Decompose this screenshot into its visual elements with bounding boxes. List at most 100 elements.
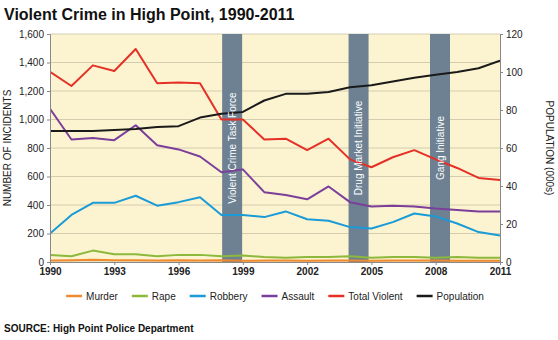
legend-label: Total Violent (348, 291, 403, 302)
tick: 1993 (104, 262, 127, 277)
tick-mark (500, 148, 503, 149)
tick: 2005 (361, 262, 384, 277)
tick-mark (500, 186, 503, 187)
legend-label: Robbery (210, 291, 248, 302)
tick-mark (371, 262, 372, 265)
source: SOURCE: High Point Police Department (4, 323, 194, 334)
y2-axis-title: POPULATION (000s) (544, 101, 555, 196)
tick: 120 (500, 29, 523, 40)
tick-mark (47, 205, 50, 206)
tick-label: 1993 (104, 266, 127, 277)
tick-mark (307, 262, 308, 265)
tick-mark (47, 34, 50, 35)
tick-label: 100 (506, 67, 523, 78)
tick: 600 (27, 171, 50, 182)
legend-label: Rape (152, 291, 176, 302)
tick: 40 (500, 181, 518, 192)
annotation-band (430, 34, 450, 262)
tick-label: 2002 (297, 266, 320, 277)
annotation-text: Gang Initiative (435, 116, 446, 180)
tick-label: 400 (27, 200, 44, 211)
legend-item: Rape (132, 291, 176, 302)
y-axis: 0 200 400 600 800 1,000 1,200 1,400 1,600 (19, 29, 51, 268)
tick-mark (179, 262, 180, 265)
series-line (50, 61, 500, 131)
tick: 1999 (232, 262, 255, 277)
tick: 80 (500, 105, 518, 116)
tick: 20 (500, 219, 518, 230)
axis-line (51, 263, 501, 266)
x-axis: 1990 1993 1996 1999 2002 2005 2008 2011 (39, 262, 511, 277)
tick-label: 1990 (39, 266, 62, 277)
legend-swatch (66, 295, 82, 298)
legend-label: Assault (282, 291, 315, 302)
tick: 400 (27, 200, 50, 211)
title: Violent Crime in High Point, 1990-2011 (4, 6, 295, 23)
tick-mark (114, 262, 115, 265)
tick: 1,600 (19, 29, 50, 40)
y-axis-title: NUMBER OF INCIDENTS (2, 89, 13, 206)
series-line (50, 49, 500, 180)
tick-mark (47, 234, 50, 235)
tick-label: 1999 (232, 266, 255, 277)
tick-mark (500, 72, 503, 73)
legend-swatch (328, 295, 344, 298)
tick: 2002 (297, 262, 320, 277)
tick-label: 2005 (361, 266, 384, 277)
legend-item: Robbery (190, 291, 248, 302)
series-line (50, 196, 500, 236)
tick-label: 1,000 (19, 114, 44, 125)
tick-mark (243, 262, 244, 265)
legend-item: Assault (262, 291, 315, 302)
tick-label: 2008 (425, 266, 448, 277)
legend-label: Murder (86, 291, 118, 302)
tick-label: 80 (506, 105, 518, 116)
tick-label: 2011 (490, 266, 512, 277)
tick-label: 60 (506, 143, 518, 154)
tick-mark (500, 262, 503, 263)
axis-line (47, 35, 51, 263)
tick-label: 120 (506, 29, 523, 40)
tick: 0 (500, 257, 512, 268)
series-line (50, 251, 500, 258)
tick-mark (47, 91, 50, 92)
legend: Murder Rape Robbery Assault Total Violent Pop… (66, 291, 484, 302)
tick: 60 (500, 143, 518, 154)
tick-label: 600 (27, 171, 44, 182)
plot-background (50, 34, 500, 262)
tick-label: 200 (27, 228, 44, 239)
tick-label: 1996 (168, 266, 191, 277)
y2-axis: 0 20 40 60 80 100 120 (500, 29, 523, 268)
tick: 0 (38, 257, 50, 268)
legend-swatch (262, 295, 278, 298)
tick-label: 1,600 (19, 29, 44, 40)
legend-item: Population (417, 291, 484, 302)
tick-label: 0 (38, 257, 44, 268)
tick: 1,000 (19, 114, 50, 125)
tick: 100 (500, 67, 523, 78)
tick: 1,200 (19, 86, 50, 97)
series-line (50, 109, 500, 212)
legend-swatch (417, 295, 433, 298)
axis-line (501, 35, 504, 263)
tick: 200 (27, 228, 50, 239)
plot-marks (50, 34, 500, 262)
tick: 1996 (168, 262, 191, 277)
chart: Violent Crime in High Point, 1990-2011Vi… (0, 0, 558, 340)
tick-label: 40 (506, 181, 518, 192)
tick: 800 (27, 143, 50, 154)
tick-mark (47, 120, 50, 121)
tick-mark (500, 34, 503, 35)
annotation-band (222, 34, 242, 262)
legend-swatch (190, 295, 206, 298)
annotation-text: Drug Market Initiative (353, 100, 364, 195)
legend-item: Murder (66, 291, 118, 302)
tick-label: 1,400 (19, 57, 44, 68)
tick-mark (47, 177, 50, 178)
legend-item: Total Violent (328, 291, 403, 302)
tick-mark (436, 262, 437, 265)
tick-label: 0 (506, 257, 512, 268)
legend-swatch (132, 295, 148, 298)
tick-mark (500, 110, 503, 111)
legend-label: Population (437, 291, 484, 302)
